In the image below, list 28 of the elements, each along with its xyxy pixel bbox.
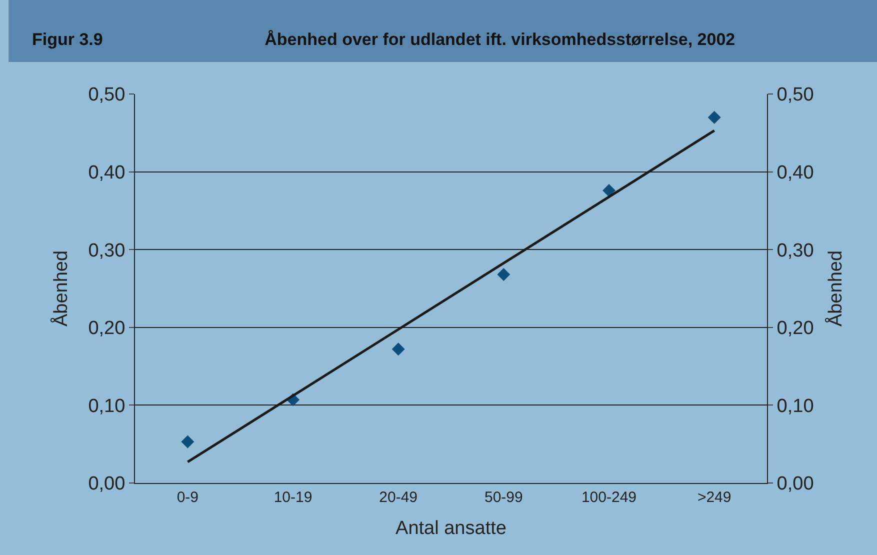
x-axis-title: Antal ansatte [396,518,506,539]
x-tick-label: 10-19 [274,489,312,506]
x-tick-label: 100-249 [581,489,637,506]
y-tick-label: 0,10 [88,396,126,417]
y2-axis-title: Åbenhed [824,250,847,327]
y2-tick-label: 0,00 [776,474,814,495]
point [708,110,721,124]
text: Figur 3.9 [32,30,103,49]
point [392,342,405,356]
y-tick-label: 0,00 [88,474,126,495]
y2-tick-label: 0,30 [776,240,814,262]
chart-title: Åbenhed over for udlandet ift. virksomhedsstørrelse, 2002 [264,30,736,49]
y-axis-title: Åbenhed [50,250,72,327]
x-tick-label: >249 [697,489,732,506]
point [602,184,616,197]
y-tick-label: 0,40 [88,162,126,184]
y2-tick-label: 0,40 [776,162,814,184]
x-tick-label: 20-49 [379,489,418,506]
y-tick-label: 0,20 [88,318,126,340]
y2-tick-label: 0,50 [776,84,814,106]
point [497,268,510,281]
y-tick-label: 0,30 [88,240,126,262]
y2-tick-label: 0,20 [776,318,814,340]
y2-tick-label: 0,10 [776,396,814,417]
y-tick-label: 0,50 [88,84,126,106]
point [181,435,194,448]
x-tick-label: 50-99 [484,489,523,506]
x-tick-label: 0-9 [176,489,199,506]
